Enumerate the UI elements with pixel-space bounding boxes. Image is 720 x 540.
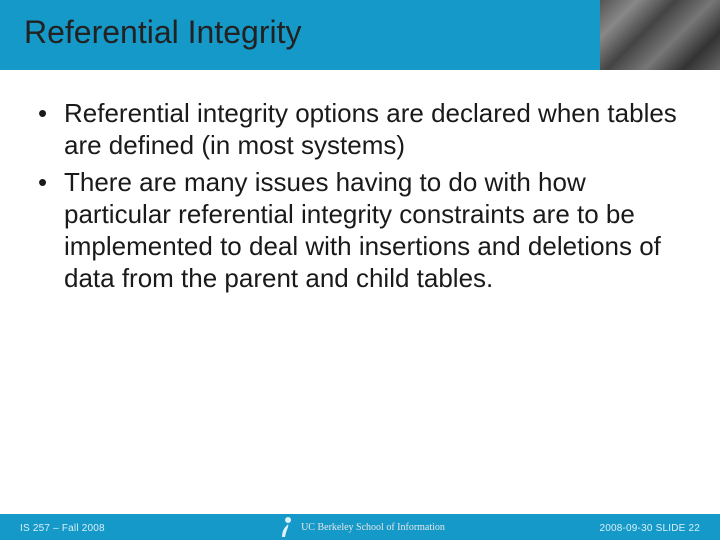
footer-logo-text: UC Berkeley School of Information <box>301 522 445 533</box>
footer-logo: UC Berkeley School of Information <box>275 516 445 538</box>
slide: Referential Integrity Referential integr… <box>0 0 720 540</box>
footer-course: IS 257 – Fall 2008 <box>20 523 105 534</box>
slide-body: Referential integrity options are declar… <box>32 98 680 300</box>
slide-title: Referential Integrity <box>24 14 301 51</box>
decorative-photo <box>600 0 720 70</box>
footer-bar: IS 257 – Fall 2008 UC Berkeley School of… <box>0 514 720 540</box>
bullet-item: There are many issues having to do with … <box>32 167 680 294</box>
bullet-list: Referential integrity options are declar… <box>32 98 680 294</box>
bullet-item: Referential integrity options are declar… <box>32 98 680 161</box>
school-logo-icon <box>275 516 295 538</box>
footer-date-slide: 2008-09-30 SLIDE 22 <box>599 523 700 534</box>
